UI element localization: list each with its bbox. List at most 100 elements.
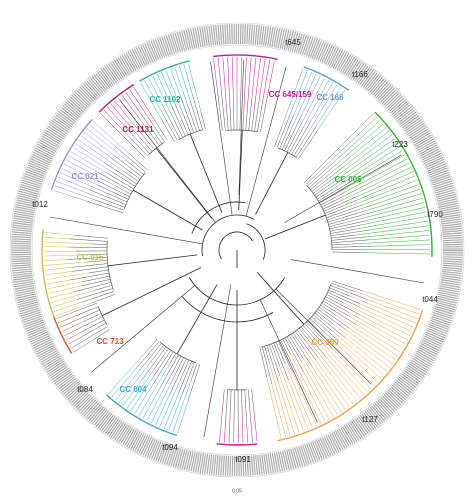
branch [275, 341, 286, 364]
leaf-branch [316, 87, 342, 126]
clade-label: CC 005 [334, 175, 362, 184]
leaf-branch [362, 290, 421, 310]
branch [317, 189, 332, 200]
branch [315, 176, 348, 198]
branch [254, 91, 261, 132]
branch [78, 319, 105, 334]
leaf-branch [299, 77, 325, 128]
branch [328, 213, 366, 225]
branch [291, 120, 312, 155]
leaf-branch [277, 381, 295, 435]
backbone-arc [201, 214, 255, 257]
leaf-branch [345, 158, 408, 193]
leaf-branch [303, 371, 330, 420]
branch [93, 199, 124, 211]
leaf-branch [122, 378, 143, 406]
clade-label: t084 [77, 385, 93, 394]
branch [326, 294, 344, 304]
clade-label: t012 [32, 200, 48, 209]
leaf-branch [331, 113, 374, 156]
leaf-branch [368, 234, 430, 241]
clade-node [97, 306, 108, 326]
branch [141, 114, 163, 144]
leaf-branch [291, 371, 317, 426]
leaf-branch [333, 123, 384, 167]
branch [316, 310, 335, 326]
branch [72, 266, 109, 272]
leaf-branch [107, 106, 130, 132]
leaf-branch [223, 429, 226, 443]
leaf-branch [304, 348, 346, 410]
leaf-branch [335, 120, 381, 162]
leaf-branch [111, 368, 136, 398]
leaf-branch [251, 57, 257, 97]
leaf-branch [325, 346, 368, 393]
branch [320, 191, 346, 206]
branch [191, 93, 203, 130]
clade-label: CC 166 [316, 93, 344, 102]
branch [324, 199, 358, 214]
branch [169, 102, 186, 137]
leaf-branch [349, 327, 396, 361]
branch [245, 66, 287, 217]
leaf-branch [100, 113, 134, 147]
branch [313, 178, 333, 194]
leaf-branch [367, 299, 418, 319]
leaf-branch [344, 202, 425, 224]
branch [244, 389, 248, 427]
leaf-branch [61, 321, 84, 332]
clade-node [148, 141, 165, 156]
leaf-branch [319, 331, 375, 386]
leaf-branch [52, 299, 78, 308]
leaf-branch [58, 176, 90, 190]
leaf-branch [73, 338, 95, 353]
branch [73, 326, 109, 347]
branch [152, 124, 165, 143]
branch [189, 133, 223, 214]
leaf-branch [83, 132, 115, 157]
branch [107, 254, 198, 267]
leaf-branch [346, 142, 398, 177]
leaf-branch [60, 172, 107, 194]
branch [295, 331, 317, 361]
leaf-branch [360, 252, 430, 255]
clade-node [306, 184, 333, 251]
branch [182, 111, 192, 134]
leaf-branch [115, 370, 140, 401]
leaf-branch [331, 146, 401, 191]
leaf-branch [357, 193, 422, 214]
leaf-branch [86, 128, 127, 161]
leaf-branch [48, 285, 81, 294]
branch [100, 198, 125, 208]
branch [80, 253, 108, 256]
leaf-branch [335, 314, 399, 357]
branch [133, 130, 153, 152]
leaf-branch [68, 155, 98, 173]
leaf-branch [303, 359, 338, 415]
leaf-branch [332, 134, 393, 180]
clade-node [226, 129, 258, 133]
leaf-branch [172, 380, 192, 433]
leaf-branch [341, 138, 395, 177]
branch [256, 272, 305, 325]
clade-label: t094 [162, 443, 178, 452]
leaf-branch [317, 116, 377, 174]
leaf-branch [343, 130, 390, 168]
branch [325, 207, 346, 216]
leaf-branch [360, 303, 414, 328]
leaf-branch [246, 426, 249, 443]
leaf-branch [355, 216, 428, 230]
leaf-branch [365, 197, 423, 215]
leaf-branch [310, 82, 334, 121]
branch [264, 346, 270, 363]
leaf-branch [70, 346, 75, 349]
branch [233, 389, 235, 420]
branch [125, 159, 144, 175]
branch [181, 362, 195, 397]
leaf-branch [279, 375, 300, 433]
branch [324, 298, 350, 314]
branch [331, 246, 372, 248]
leaf-branch [248, 57, 252, 94]
leaf-branch [61, 168, 98, 185]
clade-label: t044 [422, 295, 438, 304]
